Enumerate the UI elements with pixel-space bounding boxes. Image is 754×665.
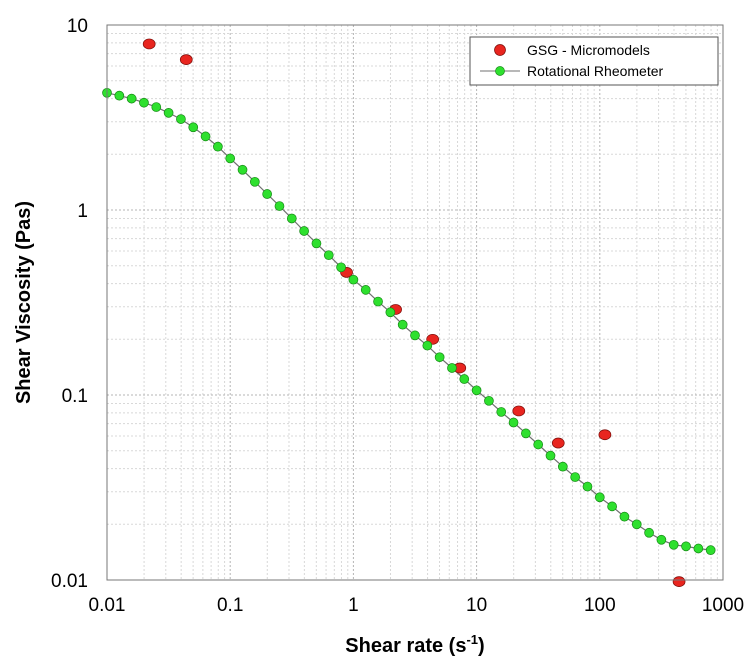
rheometer-data-point xyxy=(681,541,691,552)
rheometer-data-point xyxy=(176,114,186,124)
rheometer-data-point xyxy=(151,102,162,112)
rheometer-data-point xyxy=(126,93,137,104)
rheometer-data-point xyxy=(286,213,297,224)
rheometer-data-point xyxy=(385,307,396,318)
rheometer-data-point xyxy=(373,296,383,307)
x-axis-title: Shear rate (s-1) xyxy=(345,632,484,657)
legend-marker-rheometer xyxy=(495,66,505,76)
rheometer-line xyxy=(106,92,711,551)
rheometer-data-point xyxy=(570,472,581,482)
x-axis-title-end: ) xyxy=(478,635,485,657)
rheometer-data-point xyxy=(225,153,236,164)
rheometer-data-point xyxy=(237,164,248,175)
rheometer-data-point xyxy=(693,543,704,554)
rheometer-data-point xyxy=(336,262,346,273)
rheometer-data-point xyxy=(521,428,531,439)
rheometer-data-point xyxy=(213,141,223,152)
x-axis-title-sup: -1 xyxy=(466,632,478,647)
y-axis-title: Shear Viscosity (Pas) xyxy=(13,201,35,404)
gsg-data-point xyxy=(142,38,156,50)
tick-labels: 0.01 0.1 1 10 100 1000 0.01 0.1 1 10 xyxy=(51,16,744,616)
rheometer-data-point xyxy=(410,330,420,341)
rheometer-data-point xyxy=(496,407,507,417)
rheometer-data-point xyxy=(299,226,309,236)
series-layer xyxy=(102,38,716,587)
x-tick-label: 0.1 xyxy=(217,595,243,616)
legend-box xyxy=(469,36,719,86)
gsg-data-point xyxy=(598,429,612,441)
rheometer-data-point xyxy=(434,352,445,363)
legend-label-rheometer: Rotational Rheometer xyxy=(527,63,664,79)
grid xyxy=(107,25,723,580)
rheometer-data-point xyxy=(163,108,174,118)
gsg-data-point xyxy=(551,437,565,449)
rheometer-data-point xyxy=(619,511,630,522)
rheometer-data-point xyxy=(447,363,457,373)
rheometer-data-point xyxy=(668,539,679,550)
x-tick-label: 1 xyxy=(348,595,359,616)
x-axis-title-main: Shear rate (s xyxy=(345,635,466,657)
rheometer-data-point xyxy=(705,545,716,555)
rheometer-data-point xyxy=(607,501,617,512)
gsg-data-point xyxy=(672,576,686,587)
legend-label-gsg: GSG - Micromodels xyxy=(527,42,650,58)
rheometer-data-point xyxy=(594,492,605,503)
rheometer-data-point xyxy=(557,461,568,472)
x-tick-label: 100 xyxy=(584,595,616,616)
gsg-data-point xyxy=(179,54,193,65)
x-tick-label: 1000 xyxy=(702,595,744,616)
y-tick-label: 10 xyxy=(67,16,88,37)
rheometer-data-point xyxy=(262,189,273,199)
rheometer-data-point xyxy=(200,131,211,142)
rheometer-data-point xyxy=(422,340,433,351)
legend-marker-gsg xyxy=(494,44,506,56)
rheometer-data-point xyxy=(397,319,408,330)
rheometer-data-point xyxy=(311,238,322,249)
rheometer-data-point xyxy=(323,250,334,261)
rheometer-data-point xyxy=(644,527,654,538)
rheometer-data-point xyxy=(533,439,544,450)
rheometer-data-point xyxy=(274,201,285,211)
x-tick-label: 0.01 xyxy=(89,595,126,616)
rheometer-data-point xyxy=(459,374,470,384)
rheometer-data-point xyxy=(139,97,149,108)
y-tick-label: 0.01 xyxy=(51,571,88,592)
rheometer-data-point xyxy=(360,285,371,295)
rheometer-data-point xyxy=(508,417,519,428)
y-tick-label: 0.1 xyxy=(62,386,88,407)
y-tick-label: 1 xyxy=(77,201,88,222)
rheometer-data-point xyxy=(114,90,125,101)
legend: GSG - Micromodels Rotational Rheometer xyxy=(469,36,719,86)
rheometer-data-point xyxy=(249,176,260,187)
x-tick-label: 10 xyxy=(466,595,487,616)
rheometer-data-point xyxy=(631,519,642,530)
rheometer-data-point xyxy=(471,385,482,396)
rheometer-data-point xyxy=(545,450,556,461)
plot-frame xyxy=(106,24,724,581)
rheometer-data-point xyxy=(188,122,199,133)
gsg-data-point xyxy=(512,405,526,417)
rheometer-data-point xyxy=(582,481,593,492)
rheometer-data-point xyxy=(348,274,359,285)
rheometer-data-point xyxy=(484,395,494,406)
rheometer-data-point xyxy=(656,534,667,545)
